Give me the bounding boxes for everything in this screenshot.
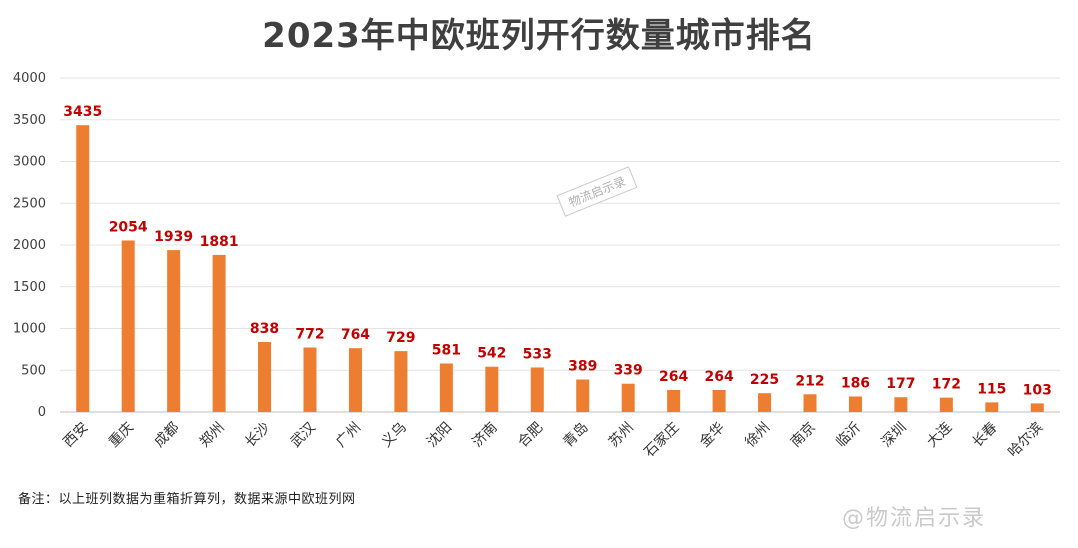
bar (894, 397, 908, 412)
y-axis: 0 500 1000 1500 2000 2500 3000 3500 4000 (13, 71, 46, 420)
x-tick-label: 成都 (151, 420, 182, 451)
x-tick-label: 重庆 (106, 420, 137, 451)
bar (985, 402, 999, 412)
x-axis: 西安 重庆 成都 郑州 长沙 武汉 广州 义乌 沈阳 济南 合肥 青岛 苏州 石家庄 金华 徐州 南京 临沂 深圳大… (60, 419, 1046, 461)
bar (485, 366, 499, 412)
data-label: 729 (386, 330, 415, 346)
y-tick-label: 3000 (13, 155, 46, 170)
y-tick-label: 3500 (13, 113, 46, 128)
data-label: 103 (1023, 382, 1052, 398)
data-label: 1939 (154, 229, 193, 245)
footnote: 备注：以上班列数据为重箱折算列，数据来源中欧班列网 (18, 492, 356, 507)
bar (667, 389, 681, 412)
bar (303, 347, 317, 412)
bar (394, 351, 408, 412)
y-tick-label: 0 (38, 405, 46, 420)
bar (439, 363, 453, 412)
data-label: 186 (841, 375, 870, 391)
x-tick-label: 郑州 (197, 420, 228, 451)
data-label: 212 (795, 373, 824, 389)
bar (167, 250, 181, 412)
data-labels: 3435 2054 1939 1881 838 772 764 729 581 542 533 389… (63, 104, 1052, 398)
bar (576, 379, 590, 412)
bar (121, 240, 135, 412)
data-label: 339 (614, 363, 643, 379)
x-tick-label: 武汉 (288, 420, 319, 451)
y-tick-label: 2500 (13, 196, 46, 211)
x-tick-label: 徐州 (742, 420, 773, 451)
data-label: 3435 (63, 104, 102, 120)
y-tick-label: 1000 (13, 322, 46, 337)
data-label: 177 (886, 376, 915, 392)
bar (939, 397, 953, 412)
data-label: 764 (341, 327, 370, 343)
x-tick-label: 哈尔滨 (1005, 420, 1046, 461)
bar (803, 394, 817, 412)
data-label: 115 (977, 381, 1006, 397)
x-tick-label: 大连 (924, 420, 955, 451)
x-tick-label: 青岛 (560, 420, 591, 451)
y-tick-label: 4000 (13, 71, 46, 86)
data-label: 838 (250, 321, 279, 337)
x-tick-label: 沈阳 (424, 420, 455, 451)
data-label: 533 (523, 346, 552, 362)
bar (76, 125, 90, 413)
bar (621, 383, 635, 412)
data-label: 772 (295, 327, 324, 343)
x-tick-label: 南京 (788, 420, 819, 451)
data-label: 225 (750, 372, 779, 388)
bar (348, 348, 362, 412)
x-tick-label: 合肥 (515, 420, 546, 451)
x-tick-label: 济南 (470, 420, 501, 451)
x-tick-label: 义乌 (379, 420, 410, 451)
data-label: 1881 (200, 234, 239, 250)
data-label: 389 (568, 359, 597, 375)
x-tick-label: 西安 (60, 420, 91, 451)
data-label: 264 (704, 369, 733, 385)
x-tick-label: 临沂 (833, 420, 864, 451)
bar (1030, 403, 1044, 412)
chart-title: 2023年中欧班列开行数量城市排名 (262, 16, 816, 56)
bar (848, 396, 862, 412)
x-tick-label: 石家庄 (641, 419, 683, 461)
data-label: 264 (659, 369, 688, 385)
bar (212, 254, 226, 412)
y-tick-label: 1500 (13, 280, 46, 295)
x-tick-label: 苏州 (606, 420, 637, 451)
bar (530, 367, 544, 412)
y-tick-label: 500 (21, 363, 46, 378)
x-tick-label: 金华 (697, 420, 728, 451)
bars (76, 125, 1044, 413)
x-tick-label: 长春 (970, 420, 1001, 451)
x-tick-label: 深圳 (879, 420, 910, 451)
x-tick-label: 长沙 (242, 420, 273, 451)
bar (258, 342, 272, 412)
x-tick-label: 广州 (333, 420, 364, 451)
data-label: 172 (932, 377, 961, 393)
data-label: 542 (477, 346, 506, 362)
y-tick-label: 2000 (13, 238, 46, 253)
watermark-bottom: @物流启示录 (842, 506, 987, 531)
data-label: 2054 (109, 219, 148, 235)
bar (758, 393, 772, 412)
data-label: 581 (432, 342, 461, 358)
bar (712, 389, 726, 412)
